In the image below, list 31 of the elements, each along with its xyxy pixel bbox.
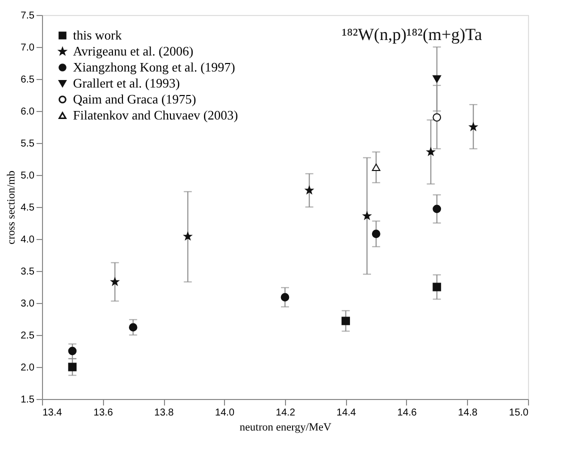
legend-label: Avrigeanu et al. (2006) — [73, 44, 194, 58]
y-tick-label: 1.5 — [20, 394, 35, 406]
x-tick-label: 14.0 — [215, 408, 235, 418]
x-tick-label: 13.8 — [154, 408, 174, 418]
y-tick-label: 4.5 — [20, 202, 35, 214]
y-tick-label: 3.5 — [20, 266, 35, 278]
legend-label: Grallert et al. (1993) — [73, 76, 180, 90]
x-tick-label: 14.2 — [276, 408, 296, 418]
y-tick-label: 2.0 — [20, 362, 35, 374]
x-axis-title: neutron energy/MeV — [240, 422, 332, 434]
annotation: ¹⁸²W(n,p)¹⁸²(m+g)Ta — [342, 25, 482, 44]
y-tick-label: 6.0 — [20, 106, 35, 118]
legend-label: Xiangzhong Kong et al. (1997) — [73, 60, 236, 74]
x-tick-label: 15.0 — [509, 408, 529, 418]
y-tick-label: 2.5 — [20, 330, 35, 342]
x-tick-label: 13.6 — [94, 408, 114, 418]
y-tick-label: 7.0 — [20, 42, 35, 54]
x-tick-label: 14.4 — [336, 408, 356, 418]
y-axis-title: cross section/mb — [6, 170, 18, 244]
y-tick-label: 4.0 — [20, 234, 35, 246]
y-tick-label: 7.5 — [20, 10, 35, 22]
y-tick-label: 6.5 — [20, 74, 35, 86]
x-tick-label: 14.8 — [458, 408, 478, 418]
legend-label: Qaim and Graca (1975) — [73, 92, 196, 106]
y-tick-label: 5.5 — [20, 138, 35, 150]
legend-label: this work — [73, 28, 122, 42]
x-tick-label: 14.6 — [397, 408, 418, 418]
y-tick-label: 3.0 — [20, 298, 35, 310]
x-tick-label: 13.4 — [42, 408, 62, 418]
legend-label: Filatenkov and Chuvaev (2003) — [73, 108, 238, 122]
y-tick-label: 5.0 — [20, 170, 35, 182]
